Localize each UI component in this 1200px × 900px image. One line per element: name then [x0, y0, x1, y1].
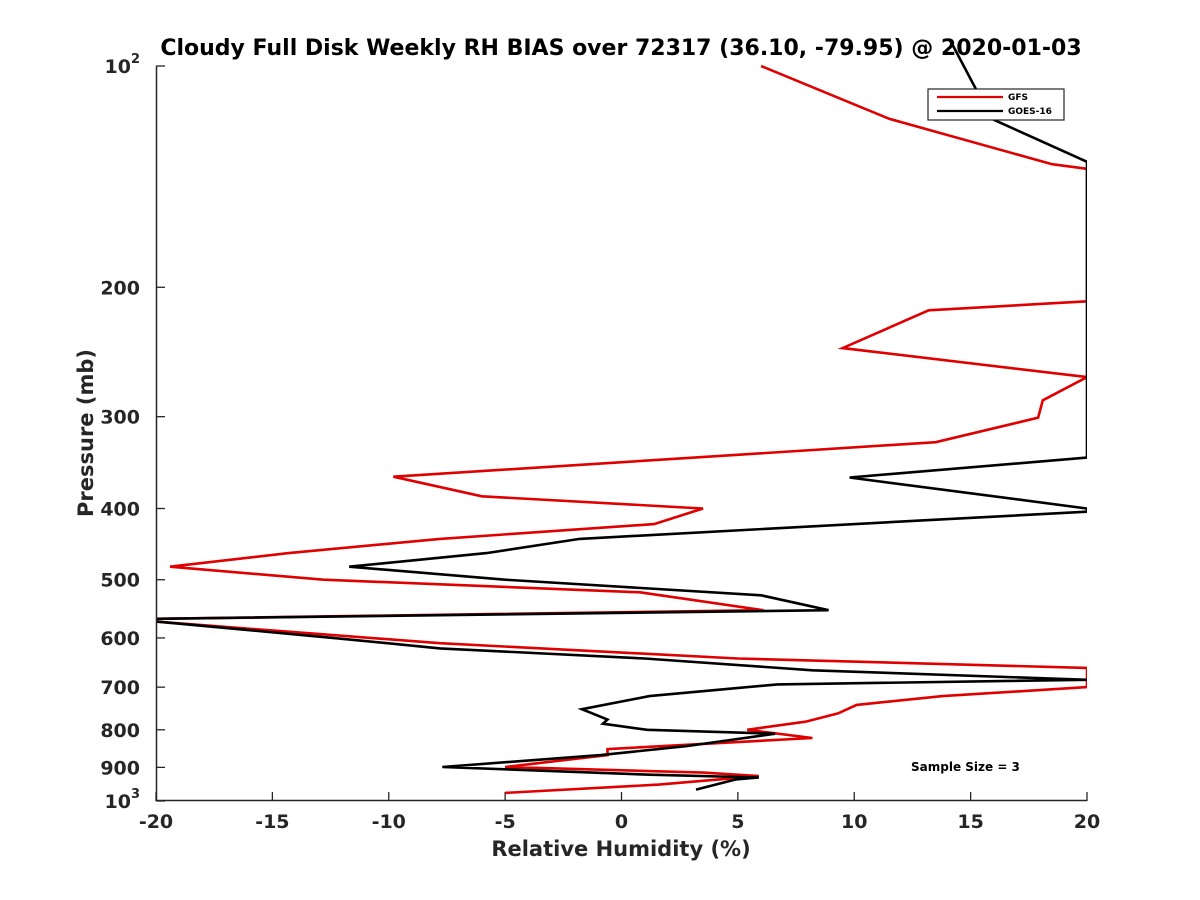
y-tick-label: 800 — [100, 720, 140, 742]
series-line-gfs — [156, 64, 1087, 795]
y-tick-label: 200 — [100, 277, 140, 299]
y-axis-label: Pressure (mb) — [74, 349, 98, 517]
sample-size-annotation: Sample Size = 3 — [911, 760, 1020, 774]
x-tick-label: -15 — [255, 811, 289, 833]
x-tick-label: -20 — [139, 811, 173, 833]
y-tick-label: 300 — [100, 407, 140, 429]
x-tick-label: 20 — [1074, 811, 1100, 833]
x-tick-label: 15 — [957, 811, 983, 833]
series-line-goes16 — [156, 38, 1087, 791]
legend-box — [927, 88, 1065, 121]
x-tick-label: -10 — [372, 811, 406, 833]
y-tick-label: 102 — [105, 52, 141, 78]
legend-label-gfs: GFS — [1008, 93, 1028, 103]
y-tick-label: 900 — [100, 757, 140, 779]
y-tick-label-base: 10 — [105, 56, 131, 78]
x-tick-label: 10 — [841, 811, 867, 833]
x-axis-ticks: -20 -15 -10 -5 0 5 10 15 20 — [139, 792, 1100, 833]
x-axis-label: Relative Humidity (%) — [491, 837, 750, 861]
chart-title: Cloudy Full Disk Weekly RH BIAS over 723… — [160, 36, 1081, 61]
x-tick-label: -5 — [495, 811, 516, 833]
legend-label-goes16: GOES-16 — [1008, 107, 1052, 117]
y-tick-label: 500 — [100, 570, 140, 592]
data-lines — [156, 38, 1087, 795]
x-tick-label: 5 — [731, 811, 744, 833]
y-tick-label-base: 10 — [105, 791, 131, 813]
x-tick-label: 0 — [615, 811, 628, 833]
y-tick-label: 700 — [100, 677, 140, 699]
y-tick-label-exponent: 2 — [131, 52, 140, 67]
y-tick-label: 600 — [100, 628, 140, 650]
y-tick-label: 400 — [100, 499, 140, 521]
y-tick-label-exponent: 3 — [131, 787, 140, 802]
y-tick-label: 103 — [105, 787, 141, 813]
legend: GFS GOES-16 — [927, 88, 1065, 121]
